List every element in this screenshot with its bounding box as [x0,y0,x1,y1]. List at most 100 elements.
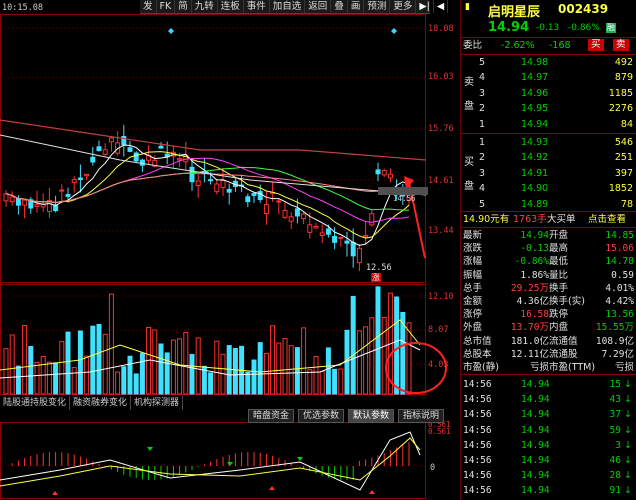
stat-value-2: 4.01% [605,282,634,294]
toolbar-predict[interactable]: 预测 [364,0,391,13]
toolbar-jian[interactable]: 简 [175,0,192,13]
candle-body [301,213,307,220]
margin-badge: 融 [606,23,616,33]
buy-signal-icon [52,491,58,495]
webi-value: -2.62% [501,40,535,51]
optimal-params-button[interactable]: 优选参数 [298,409,345,423]
volume-bar [381,317,387,395]
toolbar-jiuzhuan[interactable]: 九转 [192,0,218,13]
candle-body [375,169,381,175]
volume-bar [133,373,139,395]
toolbar-fa[interactable]: 发 [140,0,157,13]
volume-bar [115,371,121,395]
macd-dea-line [0,437,421,487]
toolbar-draw[interactable]: 画 [348,0,365,13]
indicator-buttons: 暗盘资金 优选参数 默认参数 指标说明 [248,409,448,423]
toolbar-fk[interactable]: FK [157,0,176,13]
macd-tick-2: 0.561 [428,427,451,436]
buy-side-label-1: 买 [464,157,474,168]
volume-bar [53,362,59,395]
toolbar-arrow-left-icon[interactable]: ◀ [434,0,449,13]
toolbar-shijian[interactable]: 事件 [244,0,270,13]
stat-value-2: 4.42% [605,296,634,307]
sell-signal-icon [227,462,233,466]
stat-row: 最新 14.94 开盘 14.85 [461,229,636,242]
buy-side-label-2: 盘 [464,181,474,192]
stat-key: 金额 [463,296,483,307]
stat-row: 涨幅 -0.86% 最低 14.78 [461,255,636,268]
stat-key-2: 开盘 [549,230,569,241]
volume-bar [251,359,257,395]
candle-body [28,199,34,209]
tick-row: 14:56 14.94 43 ↓ [461,393,636,406]
stat-key: 涨跌 [463,243,483,255]
tick-row: 14:56 14.94 15 ↓ [461,378,636,391]
kline-chart-canvas[interactable] [0,0,460,500]
toolbar-lianban[interactable]: 连板 [218,0,244,13]
kline-chart-area[interactable]: 10:15.08 18.08 16.03 15.76 14.61 13.44 1… [0,0,460,500]
candle-body [381,170,387,176]
big-order-link[interactable]: 点击查看 [588,214,627,225]
volume-bar [71,366,77,395]
volume-bar [34,361,40,395]
price-pane-frame [0,14,426,283]
stat-value: 1.86% [520,269,549,281]
candle-body [350,241,356,257]
candle-body [15,197,21,206]
volume-bar [15,365,21,395]
candle-body [59,189,65,192]
stat-key-2: 跌停 [549,309,569,321]
tab-hk-connect-holding[interactable]: 陆股通持股变化 [0,396,71,410]
tab-institution-detector[interactable]: 机构探测器 [131,396,184,410]
macd-pane-frame [0,422,426,499]
volume-bar [195,337,201,395]
toolbar-overlay[interactable]: 叠 [331,0,348,13]
volume-bar [307,369,313,395]
tick-price: 14.94 [521,379,550,390]
stat-value: 181.0亿 [510,335,549,347]
candle-body [208,179,214,182]
toolbar-add-watchlist[interactable]: 加自选 [270,0,306,13]
volume-bar [276,342,282,395]
dark-fund-button[interactable]: 暗盘资金 [248,409,295,423]
bid-row: 1 14.93 546 [461,136,636,149]
bid-volume: 397 [614,167,633,179]
volume-bar [394,296,400,395]
tick-direction-icon: ↓ [624,379,632,390]
stat-row: 涨停 16.58 跌停 13.56 [461,308,636,321]
volume-bar [158,343,164,395]
candle-body [121,135,127,146]
candle-body [46,199,52,212]
default-params-button[interactable]: 默认参数 [348,409,395,423]
volume-bar [257,342,263,395]
volume-bar [127,355,133,395]
indicator-tabbar: 陆股通持股变化 融资融券变化 机构探测器 [0,396,205,410]
tick-direction-icon: ↓ [624,470,632,482]
stat-value-2: 0.59 [611,269,634,281]
price-tick-5: 13.44 [428,226,454,236]
volume-bar [294,347,300,395]
indicator-help-button[interactable]: 指标说明 [398,409,445,423]
candle-body [214,183,220,193]
candle-body [307,224,313,233]
toolbar-fuquan[interactable]: 返回 [305,0,332,13]
toolbar-arrow-right-icon[interactable]: ▶| [416,0,434,13]
candle-body [77,177,83,181]
vol-tick-3: 4.03 [428,360,449,370]
ask-level: 3 [479,87,486,99]
volume-ma-line [0,319,421,373]
ask-volume: 492 [614,57,633,68]
big-order-row[interactable]: 14.90元有 1763手 大买单 点击查看 [461,213,636,226]
tab-margin-trading[interactable]: 融资融券变化 [70,396,132,410]
ma-line-white [0,134,427,196]
stat-key: 总市值 [463,335,492,347]
annotation-arrow-head [404,176,414,190]
buy-button[interactable]: 买 [588,39,604,51]
sell-button[interactable]: 卖 [613,39,629,51]
bid-row: 4 14.90 1852 [461,182,636,195]
volume-bar [406,322,412,395]
stat-value-2: 15.06 [605,243,634,255]
bid-price: 14.89 [521,198,549,210]
toolbar-more[interactable]: 更多 [390,0,417,13]
candle-body [325,228,331,235]
